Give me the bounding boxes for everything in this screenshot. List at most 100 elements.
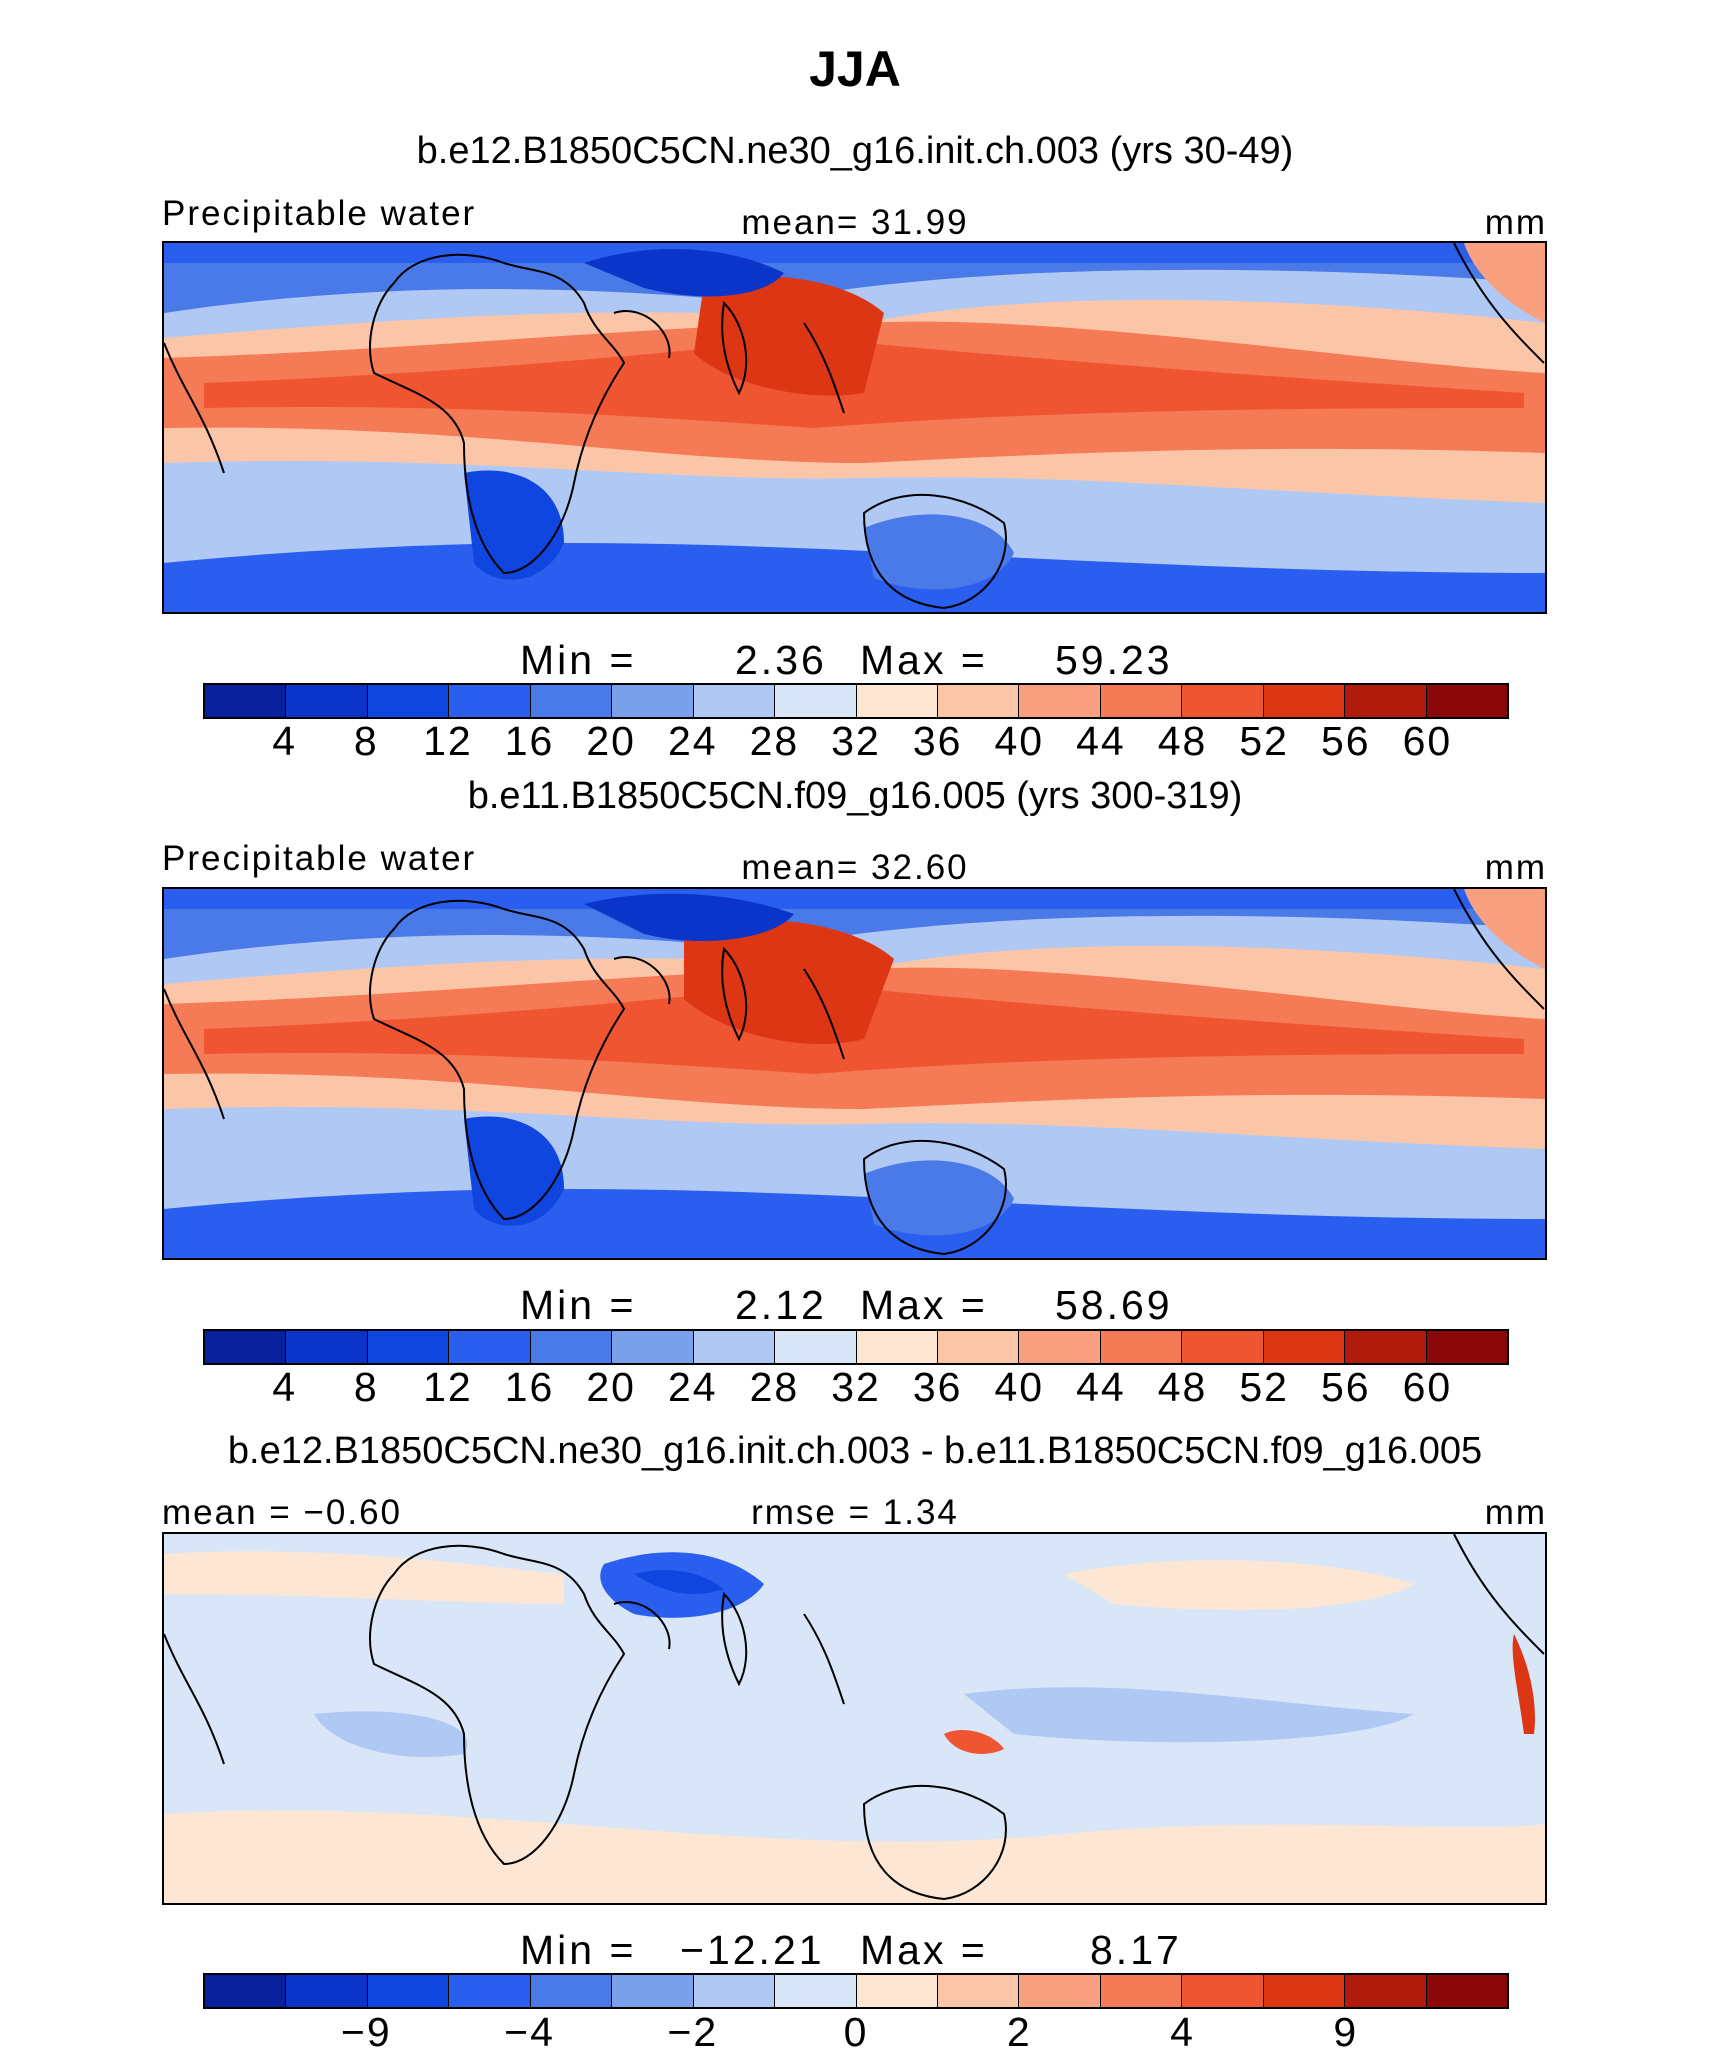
- panel2-units-label: mm: [1484, 848, 1547, 887]
- panel2-colorbar-box: [367, 1331, 450, 1363]
- panel3-atlantic-negative: [314, 1711, 468, 1758]
- panel1-colorbar-tick-label: 8: [353, 718, 379, 764]
- panel2-colorbar-tick-label: 24: [667, 1364, 718, 1410]
- panel2-colorbar-tick-label: 44: [1076, 1364, 1126, 1410]
- panel2-colorbar-box: [612, 1331, 694, 1363]
- panel2-colorbar: [203, 1329, 1509, 1365]
- panel2-map-svg: [164, 889, 1545, 1258]
- panel2-colorbar-tick-label: 60: [1402, 1364, 1453, 1410]
- panel1-tibet-dry: [584, 249, 784, 297]
- panel2-colorbar-tick-label: 4: [272, 1364, 298, 1410]
- panel1-colorbar-tick-label: 60: [1402, 718, 1453, 764]
- panel2-coast-australia: [862, 1139, 1007, 1256]
- panel1-coast-australia: [862, 493, 1007, 610]
- panel3-colorbar-box: [1019, 1975, 1101, 2007]
- panel2-colorbar-box: [1263, 1331, 1346, 1363]
- panel1-colorbar-box: [530, 685, 613, 717]
- panel3-maritime-positive: [944, 1729, 1004, 1754]
- panel1-variable-label: Precipitable water: [162, 194, 477, 233]
- panel1-colorbar-tick-label: 40: [994, 718, 1045, 764]
- panel3-pacific-negative: [964, 1687, 1414, 1743]
- panel1-colorbar-box: [612, 685, 694, 717]
- panel3-min-value: −12.21: [680, 1927, 825, 1973]
- panel3-colorbar-tick-label: 4: [1170, 2009, 1195, 2055]
- panel2-tibet-dry: [584, 893, 794, 942]
- panel2-colorbar-box: [530, 1331, 613, 1363]
- panel1-max-value: 59.23: [1055, 637, 1173, 683]
- panel3-andes-positive: [1512, 1634, 1535, 1734]
- panel1-colorbar-box: [1345, 685, 1427, 717]
- panel1-coast-sea-asia: [803, 322, 845, 414]
- panel2-colorbar-tick-label: 40: [994, 1364, 1045, 1410]
- panel2-caribbean-moist: [1464, 889, 1545, 969]
- panel1-colorbar-tick-label: 44: [1076, 718, 1126, 764]
- panel3-colorbar-box: [286, 1975, 368, 2007]
- panel1-colorbar-box: [937, 685, 1020, 717]
- panel3-npac-positive: [1064, 1560, 1414, 1610]
- panel3-colorbar-tick-label: 0: [843, 2009, 869, 2055]
- panel3-colorbar-tick-label: 2: [1006, 2009, 1032, 2055]
- panel1-colorbar-box: [693, 685, 776, 717]
- panel3-coast-americas: [1453, 1534, 1545, 1655]
- panel3-arabia-core: [634, 1569, 724, 1594]
- panel2-colorbar-tick-label: 56: [1320, 1364, 1371, 1410]
- panel3-mean-label: mean = −0.60: [162, 1493, 402, 1532]
- panel2-monsoon-core: [684, 920, 894, 1045]
- panel3-colorbar-box: [1426, 1975, 1507, 2007]
- panel2-colorbar-box: [1345, 1331, 1427, 1363]
- panel2-colorbar-box: [775, 1331, 857, 1363]
- panel3-rmse-label: rmse = 1.34: [751, 1493, 959, 1532]
- panel1-colorbar-tick-label: 32: [831, 718, 881, 764]
- panel2-australia-dry: [864, 1160, 1014, 1236]
- panel3-coast-south-america: [164, 1633, 225, 1765]
- panel2-colorbar-tick-label: 8: [353, 1364, 379, 1410]
- panel1-coast-arabia: [613, 310, 671, 359]
- panel1-colorbar-box: [1263, 685, 1346, 717]
- panel3-colorbar-box: [1263, 1975, 1346, 2007]
- panel2-map: [162, 887, 1547, 1260]
- panel1-case-title: b.e12.B1850C5CN.ne30_g16.init.ch.003 (yr…: [416, 130, 1294, 172]
- panel3-colorbar-tick-label: 9: [1333, 2009, 1359, 2055]
- panel1-monsoon-core: [694, 276, 884, 396]
- panel1-colorbar-tick-label: 16: [504, 718, 555, 764]
- panel1-colorbar-box: [856, 685, 938, 717]
- panel3-colorbar-box: [856, 1975, 938, 2007]
- panel2-min-label: Min =: [520, 1282, 637, 1328]
- panel2-coast-south-america: [164, 988, 225, 1120]
- panel3-colorbar-box: [449, 1975, 531, 2007]
- panel1-colorbar-tick-label: 48: [1157, 718, 1208, 764]
- panel1-max-label: Max =: [860, 637, 988, 683]
- panel1-map: [162, 241, 1547, 614]
- panel1-colorbar-tick-label: 56: [1320, 718, 1371, 764]
- panel2-colorbar-tick-label: 12: [423, 1364, 473, 1410]
- panel3-coast-sea-asia: [803, 1613, 845, 1705]
- panel2-colorbar-tick-label: 20: [586, 1364, 636, 1410]
- panel2-coast-americas: [1453, 889, 1545, 1010]
- panel3-sh-positive: [164, 1810, 1545, 1903]
- panel1-colorbar-box: [775, 685, 857, 717]
- panel3-map-svg: [164, 1534, 1545, 1903]
- panel1-units-label: mm: [1484, 203, 1547, 242]
- panel1-caribbean-moist: [1464, 243, 1545, 323]
- panel2-mean-label: mean= 32.60: [741, 848, 969, 887]
- panel2-colorbar-box: [693, 1331, 776, 1363]
- panel3-coast-india: [721, 1591, 748, 1687]
- panel1-map-svg: [164, 243, 1545, 612]
- panel2-colorbar-tick-label: 16: [504, 1364, 555, 1410]
- panel3-coast-arabia: [613, 1601, 671, 1650]
- panel2-coast-india: [721, 946, 748, 1042]
- panel3-colorbar-box: [367, 1975, 450, 2007]
- panel2-coastlines: [164, 889, 1545, 1256]
- figure-title: JJA: [809, 41, 901, 97]
- panel2-max-label: Max =: [860, 1282, 988, 1328]
- panel3-map: [162, 1532, 1547, 1905]
- panel3-colorbar-box: [530, 1975, 613, 2007]
- panel1-australia-dry: [864, 514, 1014, 590]
- panel3-max-label: Max =: [860, 1927, 988, 1973]
- panel3-colorbar-tick-label: −9: [340, 2009, 392, 2055]
- panel3-colorbar-box: [937, 1975, 1020, 2007]
- panel3-colorbar-tick-label: −2: [667, 2009, 719, 2055]
- panel2-colorbar-box: [205, 1331, 287, 1363]
- panel1-colorbar-box: [1019, 685, 1101, 717]
- panel1-coast-india: [721, 300, 748, 396]
